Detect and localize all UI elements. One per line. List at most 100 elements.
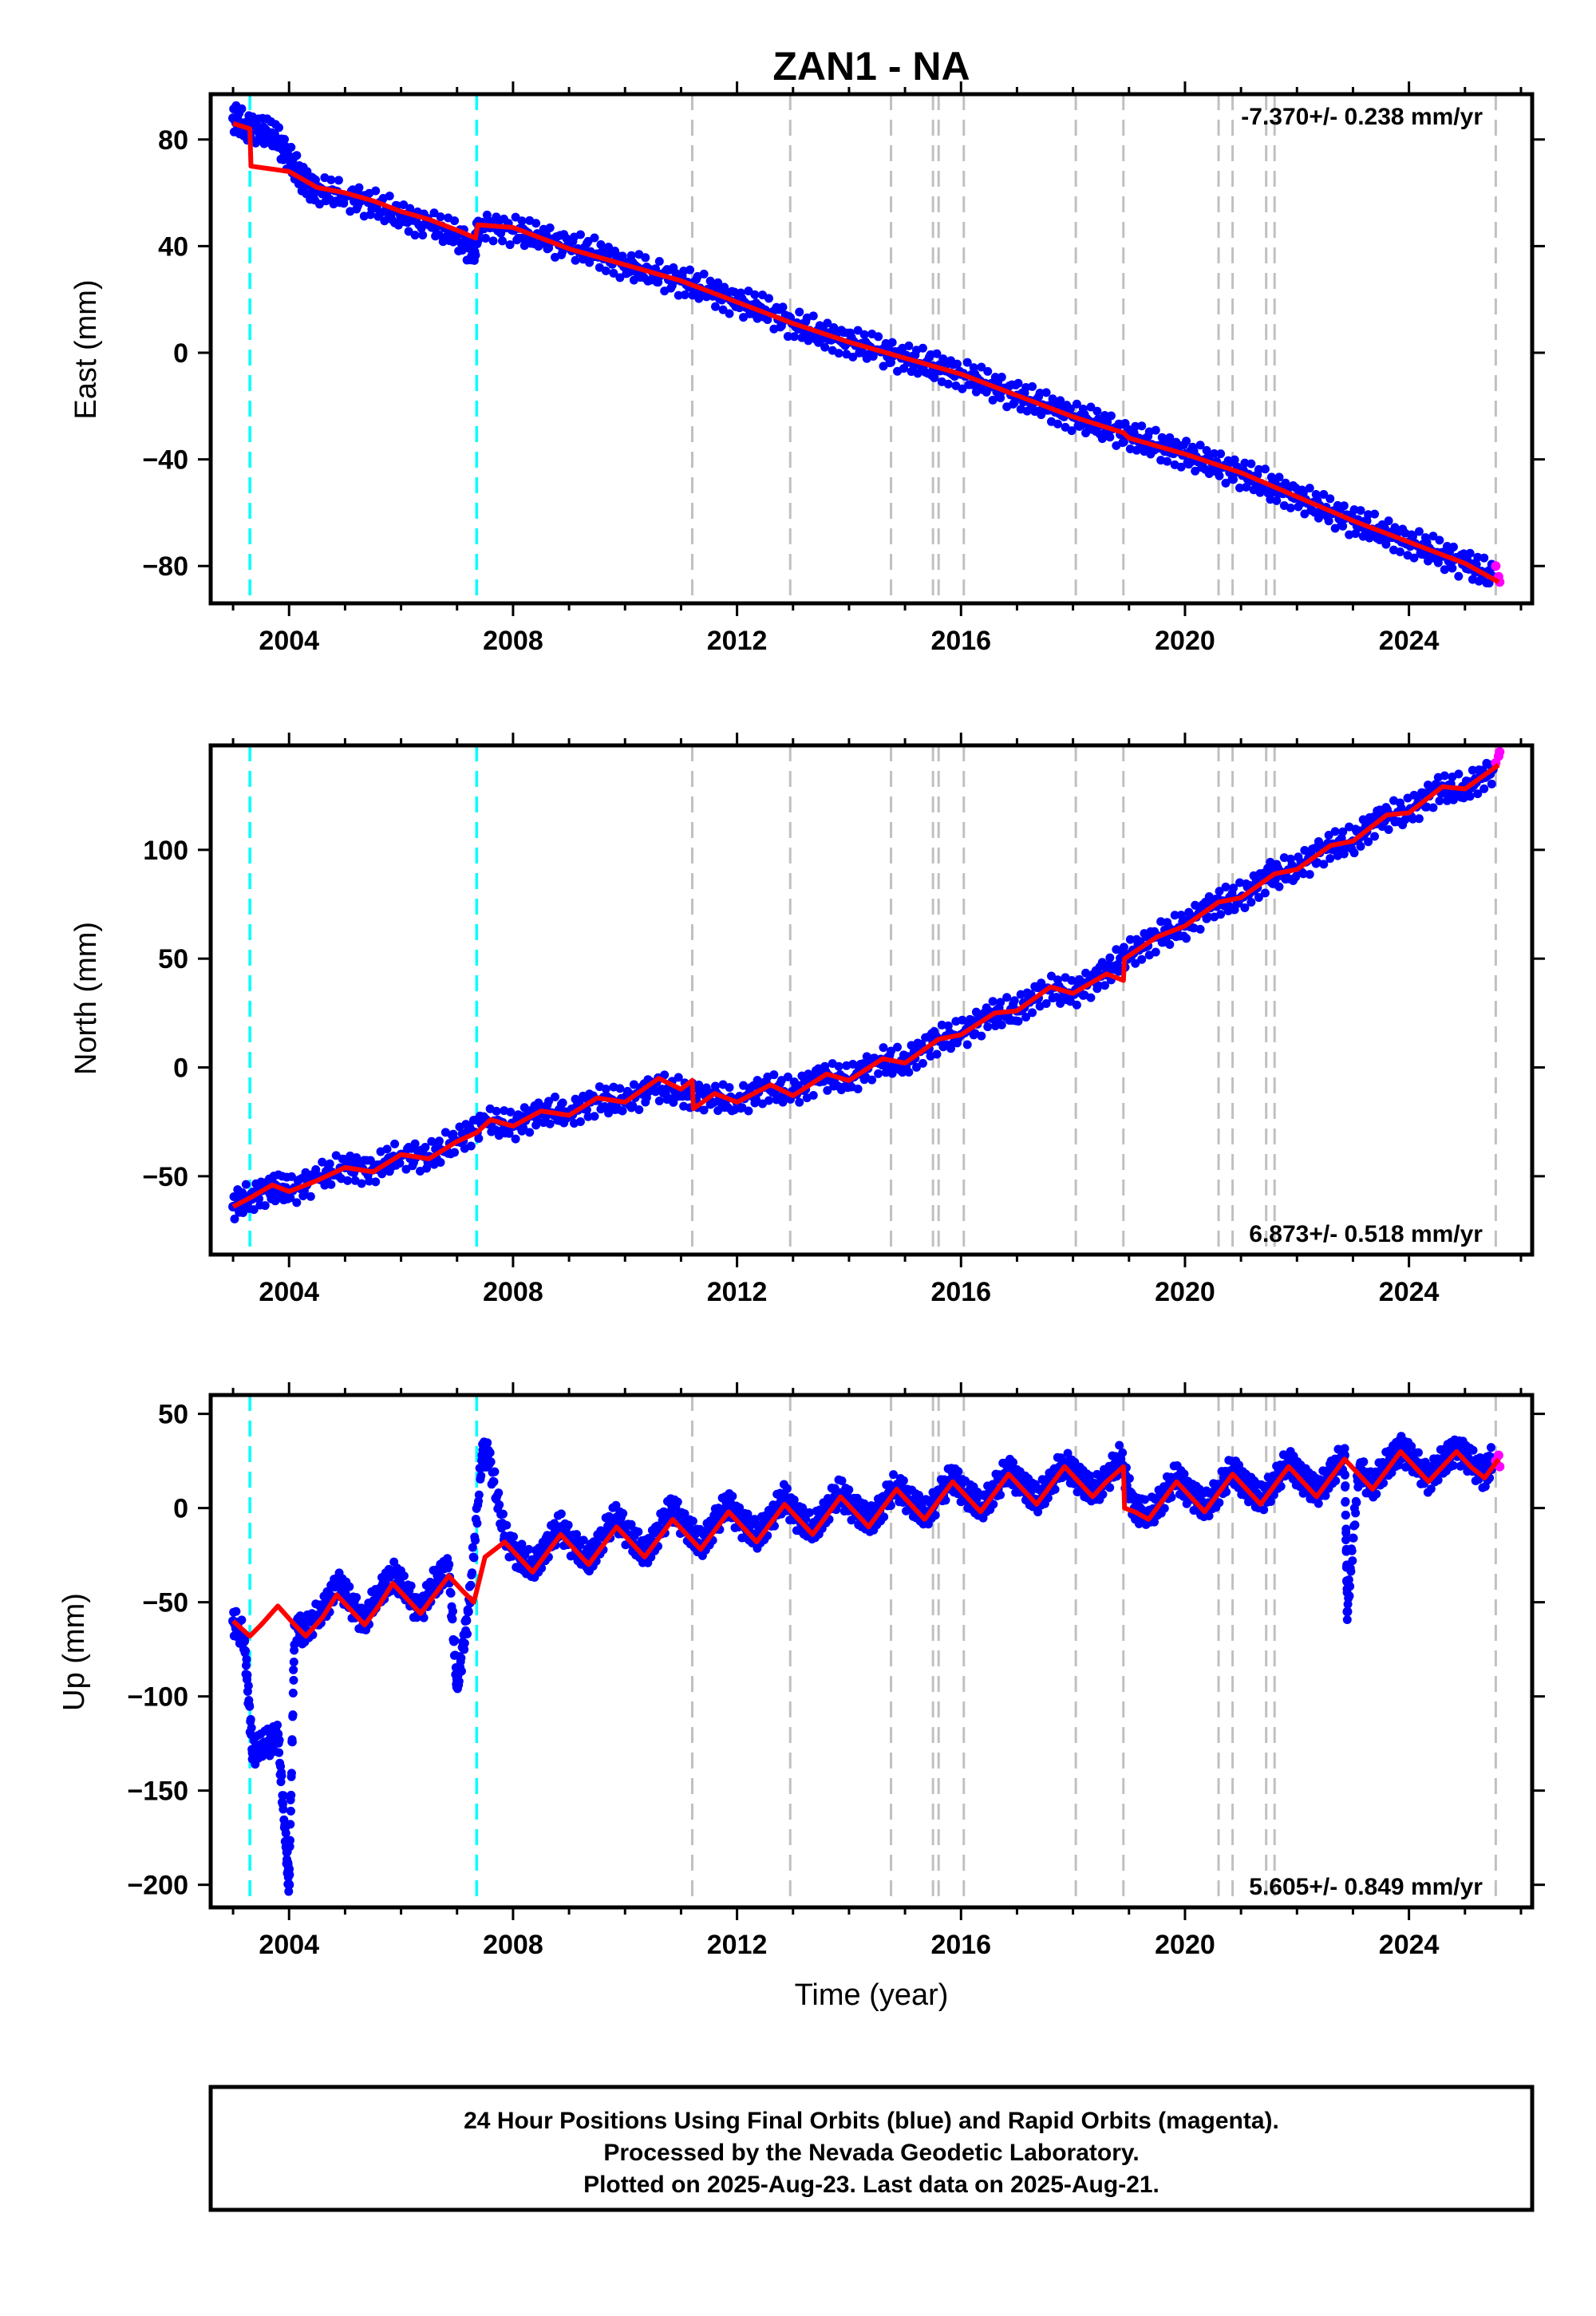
- data-point: [618, 251, 627, 261]
- data-point: [1165, 940, 1175, 950]
- data-point: [1435, 536, 1444, 545]
- data-point: [410, 1139, 420, 1148]
- data-point: [289, 1657, 298, 1666]
- data-point: [1195, 924, 1205, 934]
- data-point: [563, 1520, 573, 1530]
- data-point: [486, 1457, 496, 1467]
- data-point: [789, 332, 799, 342]
- data-point: [1229, 883, 1238, 893]
- data-point: [242, 1654, 251, 1664]
- data-point: [241, 1646, 251, 1655]
- data-point: [911, 1062, 921, 1072]
- data-point: [504, 1128, 514, 1138]
- data-point: [292, 1198, 302, 1207]
- data-point: [1341, 1481, 1350, 1491]
- data-point: [448, 237, 458, 247]
- data-point: [463, 1605, 472, 1614]
- data-point: [352, 1593, 361, 1603]
- data-point: [1364, 510, 1373, 520]
- data-point: [1433, 1476, 1443, 1485]
- data-point: [1473, 789, 1483, 799]
- data-point: [904, 1067, 914, 1077]
- data-point: [460, 1638, 469, 1648]
- data-point: [450, 1148, 460, 1157]
- data-point: [1151, 425, 1160, 435]
- x-tick-label: 2004: [259, 1277, 319, 1307]
- data-point: [887, 1046, 896, 1056]
- data-point: [1105, 1483, 1115, 1492]
- data-point: [932, 1049, 942, 1059]
- data-point: [1002, 993, 1012, 1002]
- data-point: [977, 1031, 986, 1041]
- data-point: [1028, 1008, 1037, 1018]
- y-tick-label: −40: [142, 445, 188, 476]
- data-point: [485, 1448, 495, 1457]
- data-point: [1345, 1591, 1354, 1601]
- data-point: [243, 1681, 253, 1690]
- plot-area-up: [228, 1395, 1505, 1907]
- data-point: [1216, 449, 1226, 459]
- data-point: [680, 290, 689, 299]
- rate-annotation: 6.873+/- 0.518 mm/yr: [1249, 1221, 1483, 1247]
- data-point: [1098, 1489, 1108, 1499]
- data-point: [626, 251, 636, 260]
- data-point: [1325, 494, 1335, 504]
- data-point: [371, 1177, 381, 1187]
- data-point: [382, 1144, 392, 1154]
- data-point: [943, 1021, 953, 1030]
- data-point: [685, 265, 695, 275]
- data-point: [1274, 882, 1284, 891]
- data-point: [1216, 910, 1226, 919]
- data-point: [1119, 943, 1128, 952]
- data-point: [879, 1512, 889, 1522]
- y-tick-label: 0: [173, 1053, 188, 1084]
- data-point: [1215, 471, 1224, 480]
- data-point: [1085, 1471, 1095, 1480]
- data-point: [517, 1539, 527, 1549]
- data-point: [1260, 464, 1270, 474]
- data-point: [1330, 524, 1340, 533]
- data-point: [1230, 455, 1239, 464]
- data-point: [744, 1106, 753, 1116]
- data-point: [480, 234, 490, 243]
- data-point: [1339, 501, 1349, 511]
- data-point: [1340, 1470, 1349, 1480]
- data-point: [506, 1107, 516, 1117]
- data-point: [525, 1128, 535, 1137]
- data-point: [615, 273, 625, 283]
- data-point: [977, 362, 986, 372]
- data-point: [932, 349, 942, 358]
- data-point: [483, 1438, 492, 1448]
- data-point: [505, 240, 515, 250]
- model-fit-line: [232, 121, 1500, 584]
- data-point: [237, 1615, 247, 1625]
- y-tick-label: −200: [127, 1871, 188, 1901]
- data-point: [1028, 381, 1037, 391]
- data-point: [558, 1098, 567, 1108]
- data-point: [1331, 1476, 1341, 1485]
- data-point: [405, 204, 415, 213]
- data-point: [1086, 402, 1096, 412]
- y-tick-label: −50: [142, 1162, 188, 1192]
- data-point: [468, 1568, 477, 1578]
- data-point: [285, 1870, 294, 1879]
- data-point: [783, 1072, 792, 1081]
- data-point: [1342, 1607, 1353, 1617]
- model-fit-line: [231, 763, 1500, 1209]
- panel-east: East (mm) 80 40 0 −40 −80 2004 2008 2012 2016 202…: [69, 81, 1545, 656]
- data-point: [429, 208, 439, 218]
- data-point: [725, 309, 734, 318]
- data-point: [436, 1157, 445, 1167]
- data-point: [1314, 1499, 1323, 1508]
- data-point: [1319, 490, 1329, 500]
- data-point: [887, 338, 897, 347]
- x-tick-label: 2020: [1155, 626, 1215, 656]
- data-point: [904, 341, 914, 350]
- data-point: [511, 1134, 520, 1144]
- data-point: [1459, 549, 1468, 559]
- data-point: [626, 267, 635, 276]
- data-point: [1063, 1448, 1073, 1458]
- data-point: [1221, 478, 1231, 488]
- data-point: [1086, 993, 1096, 1002]
